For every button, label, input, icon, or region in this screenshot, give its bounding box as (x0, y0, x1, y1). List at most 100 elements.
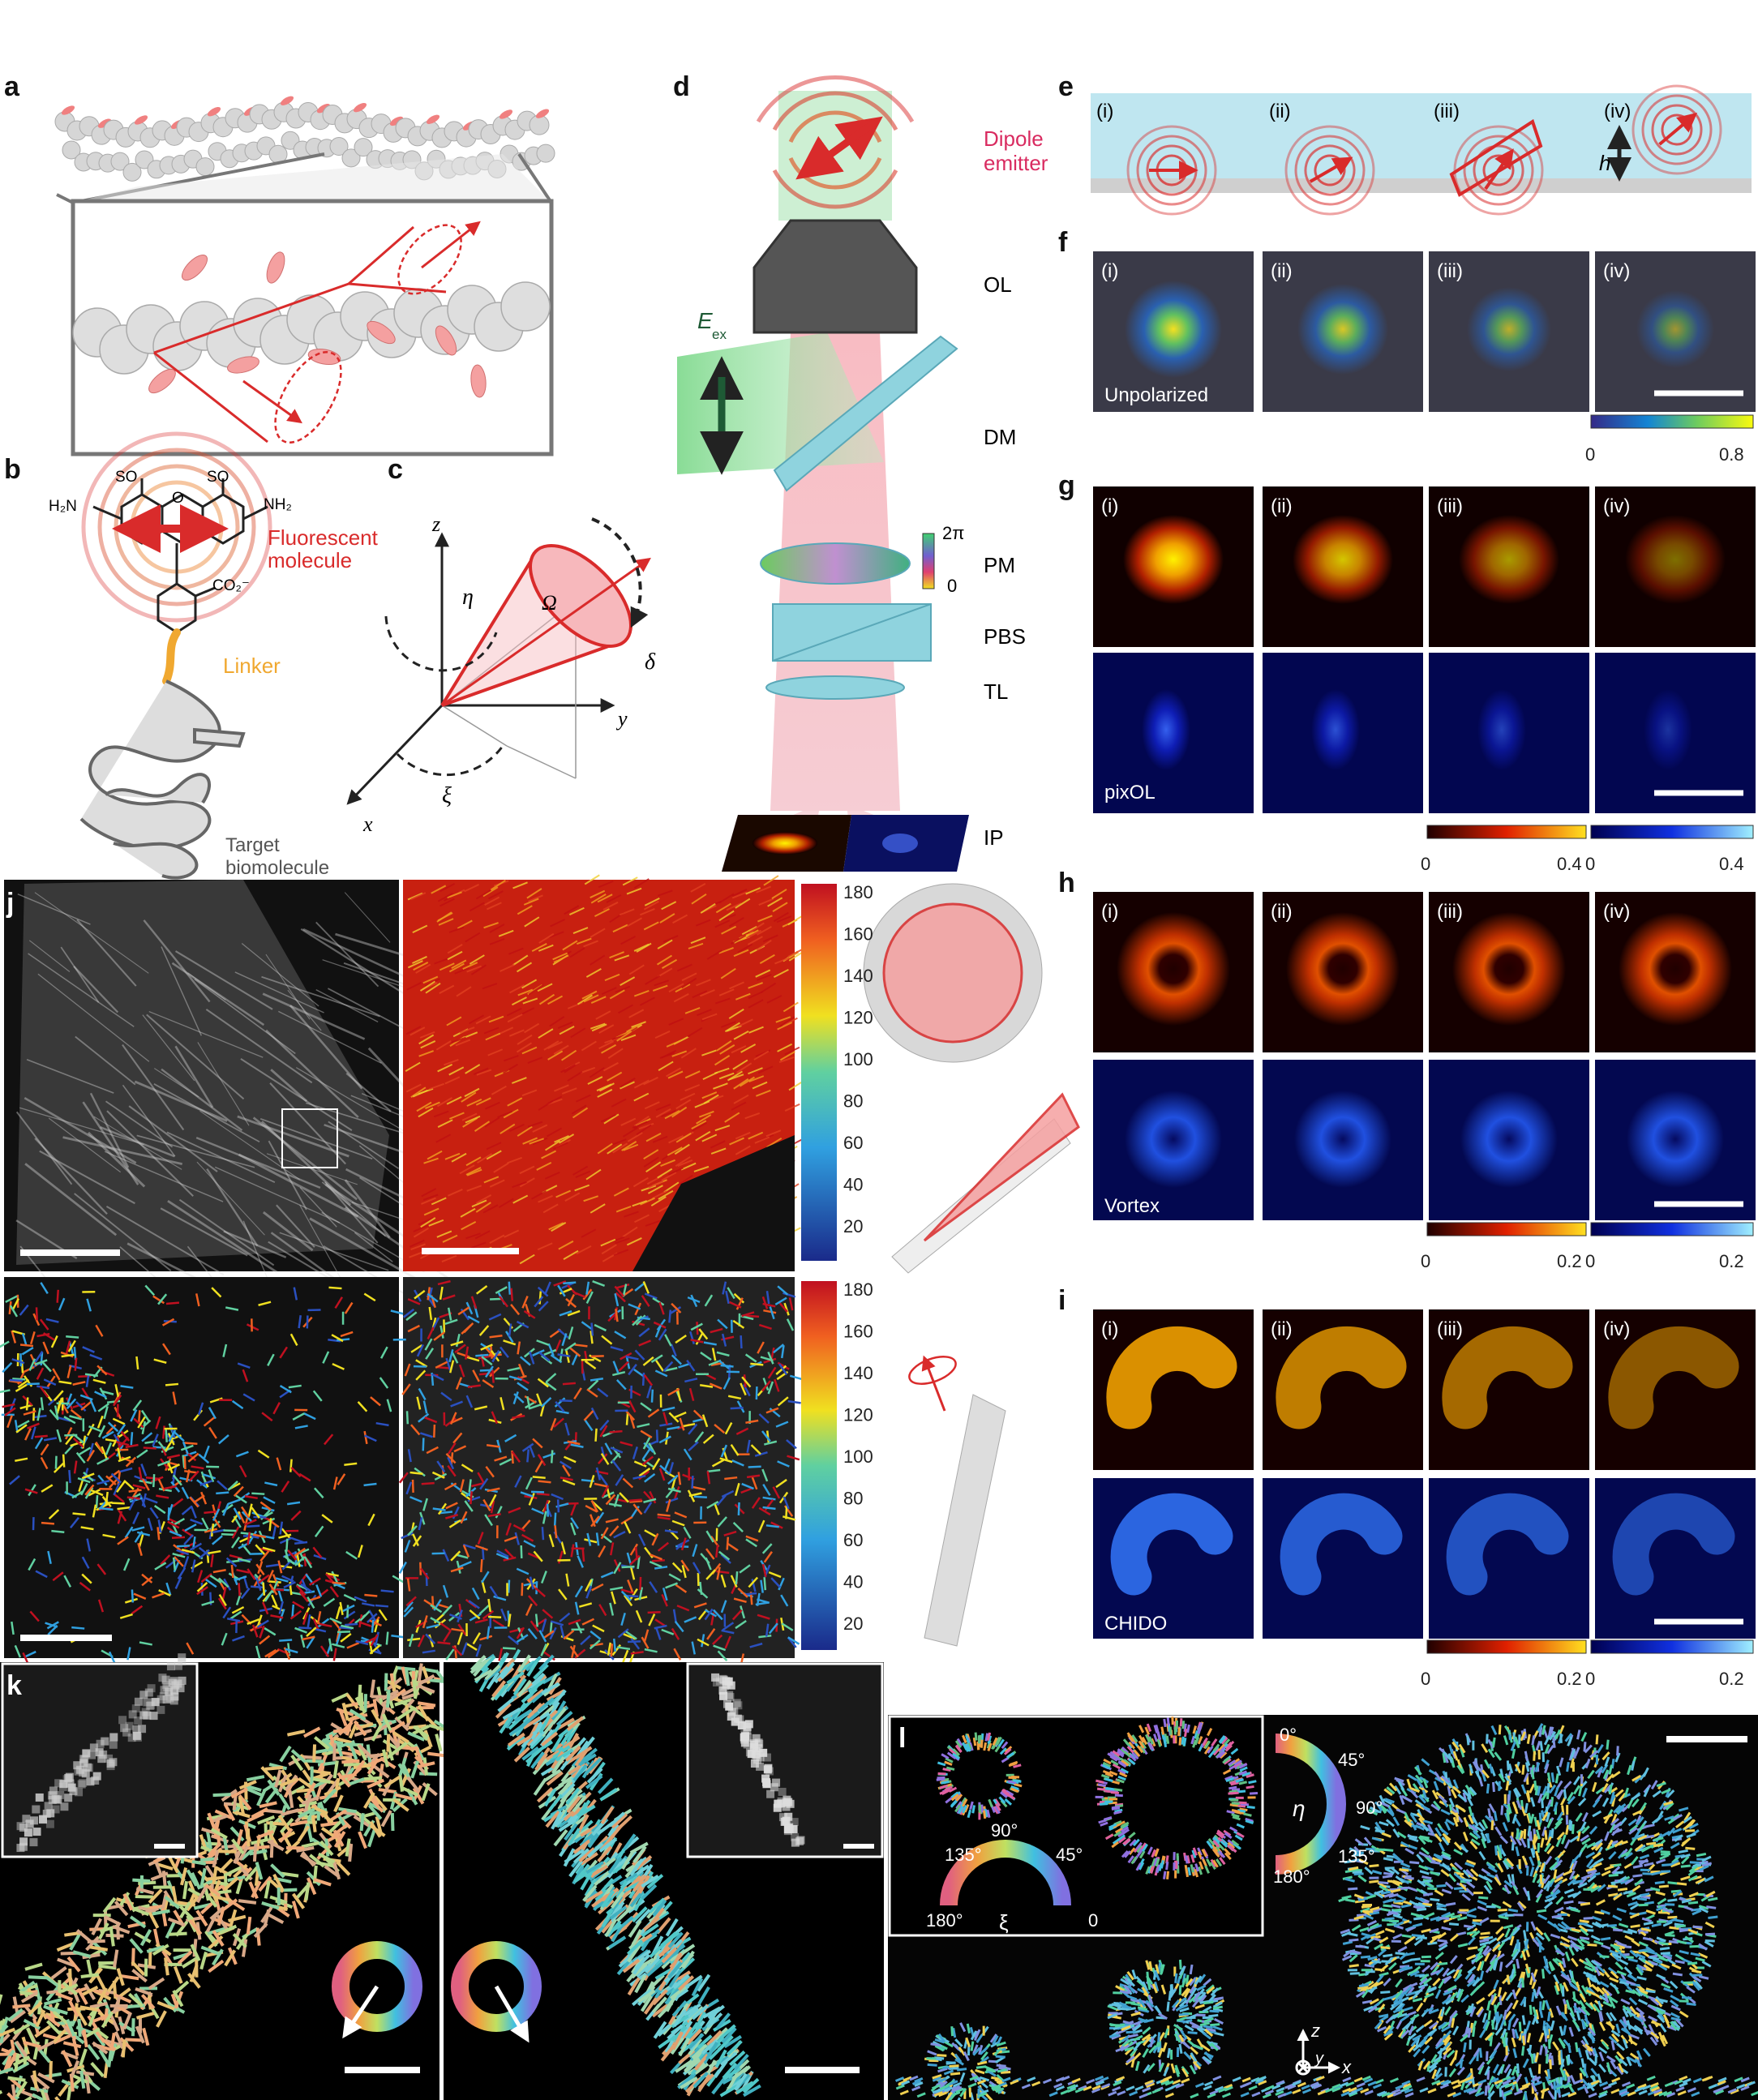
d-label-ip: IP (984, 825, 1004, 850)
psf-roman-label: (iv) (1603, 260, 1630, 282)
c-delta: δ (645, 649, 656, 675)
j-colorbar-top (801, 884, 837, 1261)
j-cb-tick-top: 20 (843, 1216, 863, 1236)
panel-label-h: h (1058, 868, 1075, 898)
d-label-tl: TL (984, 679, 1008, 704)
panel-e (1091, 84, 1752, 216)
l-eta-90: 90° (1356, 1798, 1383, 1818)
l-eta-symbol: η (1293, 1796, 1306, 1821)
j-cb-tick-bottom: 100 (843, 1446, 873, 1467)
panel-c (346, 517, 651, 805)
psf-roman-label: (i) (1101, 1318, 1118, 1340)
panel-label-l: l (898, 1723, 906, 1754)
j-cb-tick-top: 140 (843, 966, 873, 986)
panel-l (888, 1715, 1758, 2100)
e-label-iii: (iii) (1434, 101, 1460, 122)
b-so3-right: SO (207, 469, 229, 486)
j-cb-tick-top: 120 (843, 1008, 873, 1028)
panel-label-b: b (4, 454, 21, 485)
b-h2n: H₂N (49, 498, 77, 515)
h-cb-min: 0 (1421, 1251, 1430, 1271)
d-label-pm: PM (984, 553, 1015, 577)
b-target-line2: biomolecule (225, 857, 329, 879)
panel-label-a: a (4, 71, 20, 102)
j-schematics (863, 883, 1080, 1647)
l-eta-135: 135° (1338, 1846, 1375, 1866)
b-nh2: NH₂ (264, 496, 292, 513)
d-phase-0: 0 (947, 576, 957, 596)
cone-base (529, 544, 632, 648)
psf-roman-label: (iv) (1603, 901, 1630, 923)
eta-colorwheel (1275, 1734, 1346, 1875)
emission-beam-top (778, 91, 892, 221)
psf-roman-label: (i) (1101, 495, 1118, 517)
l-eta-45: 45° (1338, 1750, 1365, 1770)
h-cb-max1: 0.2 (1557, 1251, 1582, 1271)
f-cb-max: 0.8 (1719, 444, 1744, 465)
e-label-ii: (ii) (1269, 101, 1291, 122)
b-fluor-line1: Fluorescent (268, 525, 379, 550)
d-label-pbs: PBS (984, 624, 1026, 649)
i-cb-max1: 0.2 (1557, 1669, 1582, 1689)
psf-roman-label: (iv) (1603, 495, 1630, 517)
b-linker: Linker (223, 654, 281, 678)
j-cb-tick-top: 60 (843, 1133, 863, 1153)
c-xi: ξ (442, 783, 452, 808)
j-sticks-right (403, 1277, 795, 1658)
psf-roman-label: (iii) (1437, 260, 1463, 282)
psf-roman-label: (i) (1101, 260, 1118, 282)
l-eta-0: 0° (1280, 1725, 1297, 1745)
l-eta-180: 180° (1273, 1866, 1310, 1887)
d-label-ol: OL (984, 272, 1012, 297)
psf-roman-label: (ii) (1271, 1318, 1293, 1340)
l-axis-y: y (1314, 2050, 1324, 2068)
c-eta: η (462, 585, 474, 610)
j-cb-tick-bottom: 60 (843, 1530, 863, 1550)
tube-lens (765, 675, 905, 700)
i-cb-min: 0 (1421, 1669, 1430, 1689)
panel-label-i: i (1058, 1285, 1066, 1316)
l-axes (1295, 2029, 1340, 2076)
b-oxygen: O (172, 490, 184, 507)
panel-j (0, 874, 1080, 1667)
d-phase-2pi: 2π (942, 523, 964, 543)
d-eex: E (697, 308, 713, 333)
dichroic-mirror (773, 335, 958, 492)
panel-label-j: j (6, 888, 14, 919)
h-caption: Vortex (1104, 1195, 1160, 1217)
l-xi-0: 0 (1088, 1910, 1098, 1931)
psf-roman-label: (iii) (1437, 495, 1463, 517)
b-so3-left: SO (115, 469, 137, 486)
medium-layer (1091, 93, 1752, 178)
l-xi-180: 180° (926, 1910, 963, 1931)
objective-lens (753, 219, 918, 334)
psf-roman-label: (iii) (1437, 901, 1463, 923)
j-cb-tick-bottom: 80 (843, 1489, 863, 1509)
d-dipole-line2: emitter (984, 151, 1048, 175)
panel-d (677, 75, 969, 872)
c-omega: Ω (542, 591, 557, 615)
g-cb-min: 0 (1421, 854, 1430, 874)
panel-label-e: e (1058, 71, 1074, 102)
coverslip-layer (1091, 178, 1752, 193)
j-cb-tick-bottom: 140 (843, 1363, 873, 1383)
i-cb-min2: 0 (1585, 1669, 1595, 1689)
j-cb-tick-bottom: 40 (843, 1572, 863, 1592)
l-axis-z: z (1310, 2021, 1320, 2041)
j-cb-tick-top: 80 (843, 1091, 863, 1112)
l-axis-x: x (1341, 2057, 1352, 2077)
i-caption: CHIDO (1104, 1613, 1167, 1635)
panel-a (54, 96, 555, 456)
j-cb-tick-top: 180 (843, 882, 873, 902)
panel-label-g: g (1058, 470, 1075, 501)
h-cb-min2: 0 (1585, 1251, 1595, 1271)
e-height-h: h (1599, 151, 1610, 175)
g-cb-max2: 0.4 (1719, 854, 1744, 874)
xi-colorwheel (940, 1840, 1071, 1906)
b-target-line1: Target (225, 834, 280, 856)
e-label-i: (i) (1096, 101, 1113, 122)
g-caption: pixOL (1104, 782, 1156, 804)
f-cb-min: 0 (1585, 444, 1595, 465)
d-label-dm: DM (984, 425, 1016, 449)
j-cb-tick-top: 40 (843, 1175, 863, 1195)
